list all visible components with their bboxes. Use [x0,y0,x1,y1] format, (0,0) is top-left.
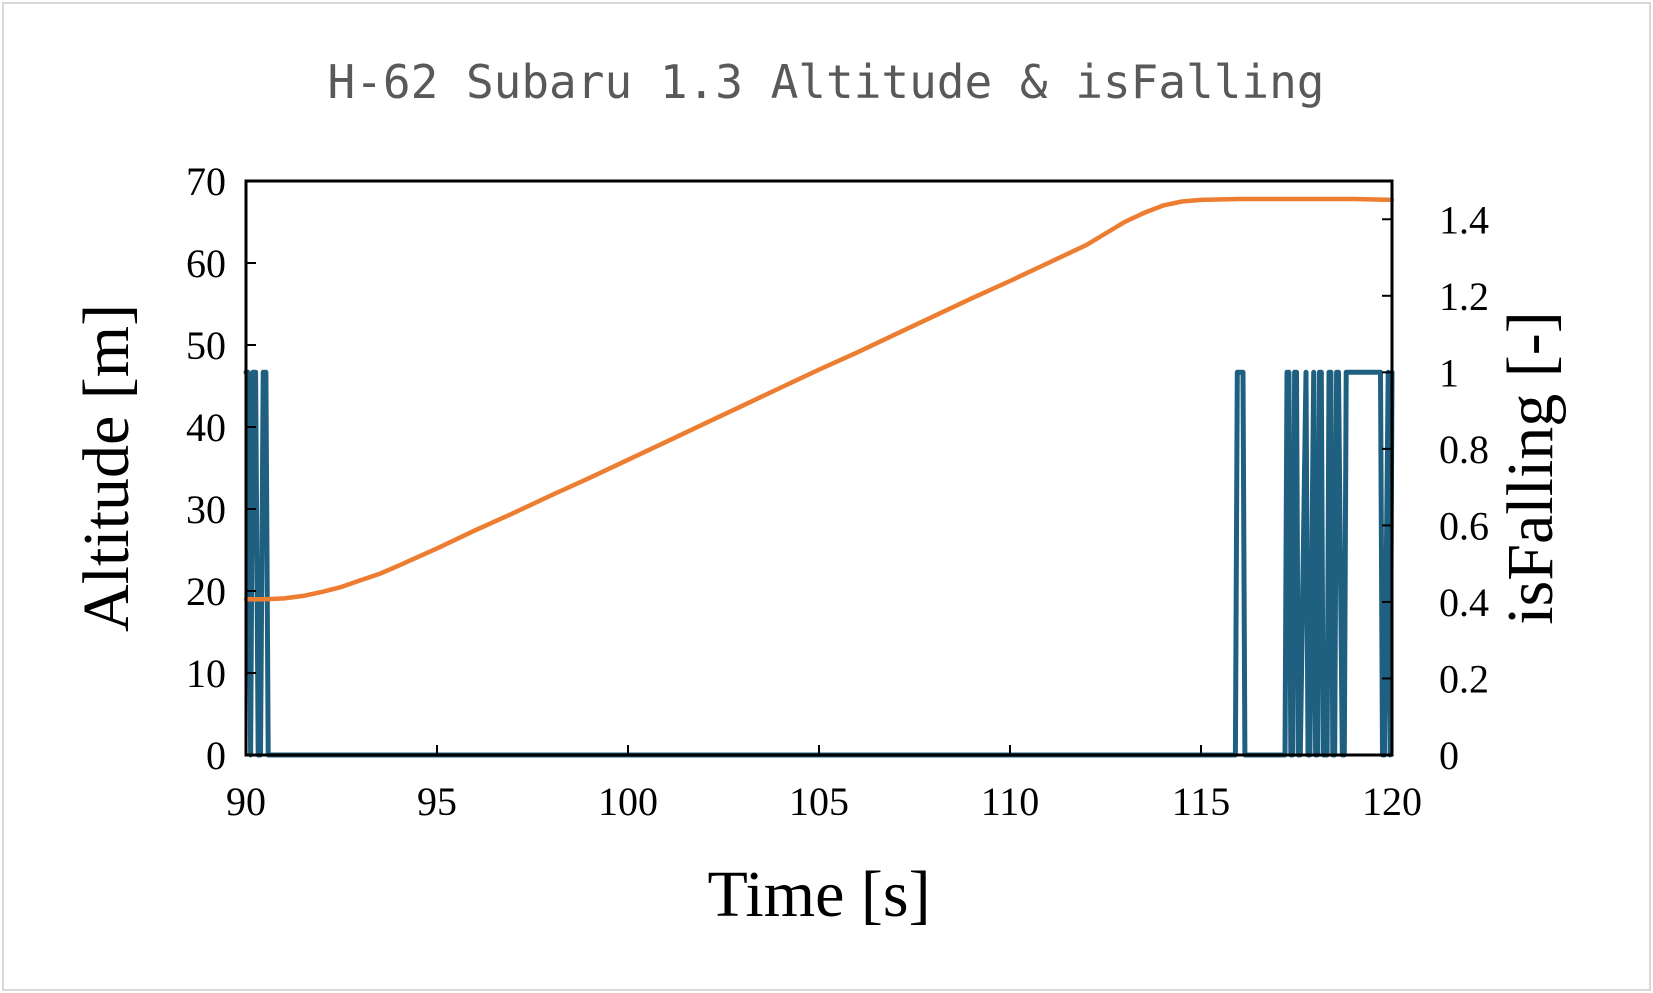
y2-tick-label: 0.4 [1439,580,1489,625]
altitude-series-line [243,196,1395,602]
plot-area [244,179,1394,757]
x-tick-label: 120 [1362,779,1422,824]
y-axis-ticks: 0 10 20 30 40 50 60 70 [186,159,256,778]
y2-axis-title: isFalling [-] [1494,311,1567,624]
y-axis-title: Altitude [m] [70,304,143,632]
x-tick-label: 115 [1172,779,1231,824]
y-tick-label: 50 [186,323,226,368]
x-tick-label: 90 [226,779,266,824]
x-axis-ticks: 90 95 100 105 110 115 120 [226,745,1422,824]
x-tick-label: 105 [789,779,849,824]
y-tick-label: 40 [186,405,226,450]
y2-tick-label: 1 [1439,350,1459,395]
x-axis-title: Time [s] [707,858,930,931]
y-tick-label: 0 [206,733,226,778]
series-layer [243,196,1395,758]
y-tick-label: 30 [186,487,226,532]
y-tick-label: 10 [186,651,226,696]
y-tick-label: 70 [186,159,226,204]
x-tick-label: 95 [417,779,457,824]
y-tick-label: 60 [186,241,226,286]
x-tick-label: 110 [981,779,1040,824]
isfalling-series-line [243,369,1395,758]
y2-tick-label: 1.4 [1439,197,1489,242]
y2-tick-label: 0.8 [1439,427,1489,472]
y2-tick-label: 0.2 [1439,656,1489,701]
chart-svg: H-62 Subaru 1.3 Altitude & isFalling 90 9… [70,55,1567,931]
y2-tick-label: 0.6 [1439,503,1489,548]
chart-title: H-62 Subaru 1.3 Altitude & isFalling [328,55,1325,109]
y2-tick-label: 0 [1439,733,1459,778]
y2-tick-label: 1.2 [1439,274,1489,319]
x-tick-label: 100 [598,779,658,824]
y-tick-label: 20 [186,569,226,614]
y2-axis-ticks: 0 0.2 0.4 0.6 0.8 1 1.2 1.4 [1382,197,1489,778]
